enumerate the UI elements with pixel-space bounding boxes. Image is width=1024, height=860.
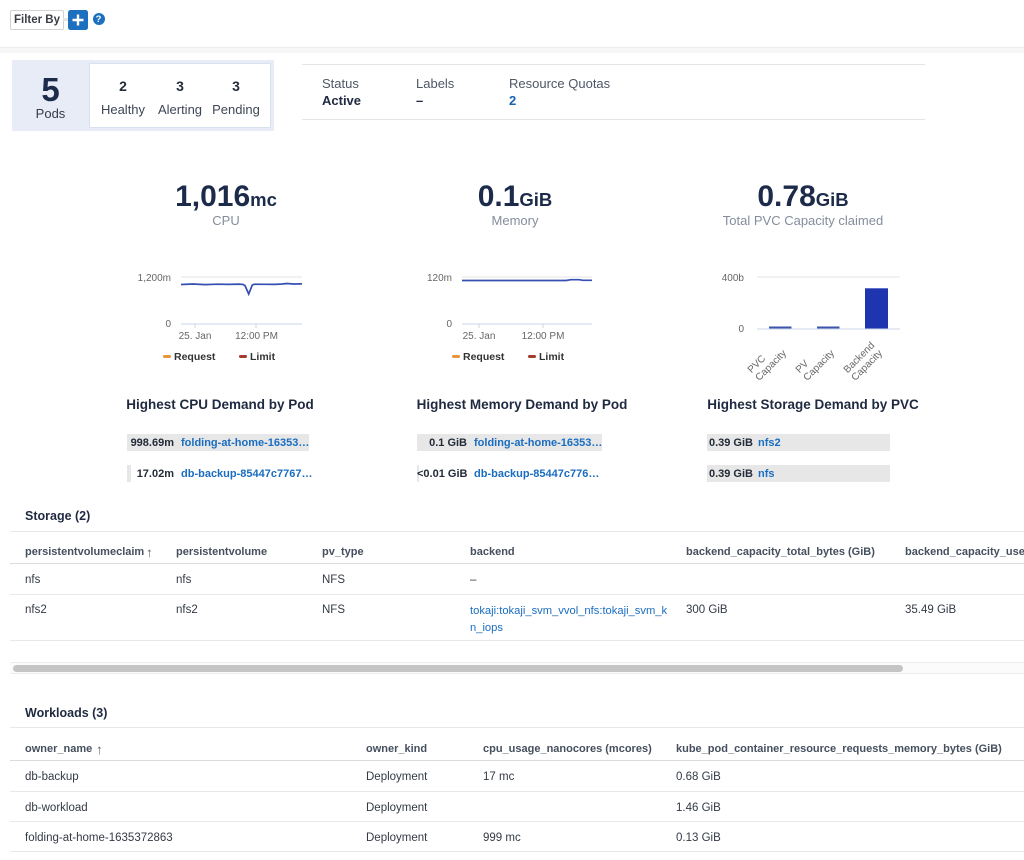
svg-text:0: 0 [165, 319, 171, 330]
svg-text:0: 0 [446, 319, 452, 330]
svg-text:400b: 400b [722, 273, 745, 284]
svg-text:12:00 PM: 12:00 PM [522, 331, 565, 342]
svg-text:12:00 PM: 12:00 PM [235, 331, 278, 342]
svg-text:25. Jan: 25. Jan [463, 331, 496, 342]
svg-text:1,200m: 1,200m [138, 273, 171, 284]
svg-text:120m: 120m [427, 273, 452, 284]
svg-text:0: 0 [738, 324, 744, 335]
svg-text:25. Jan: 25. Jan [179, 331, 212, 342]
